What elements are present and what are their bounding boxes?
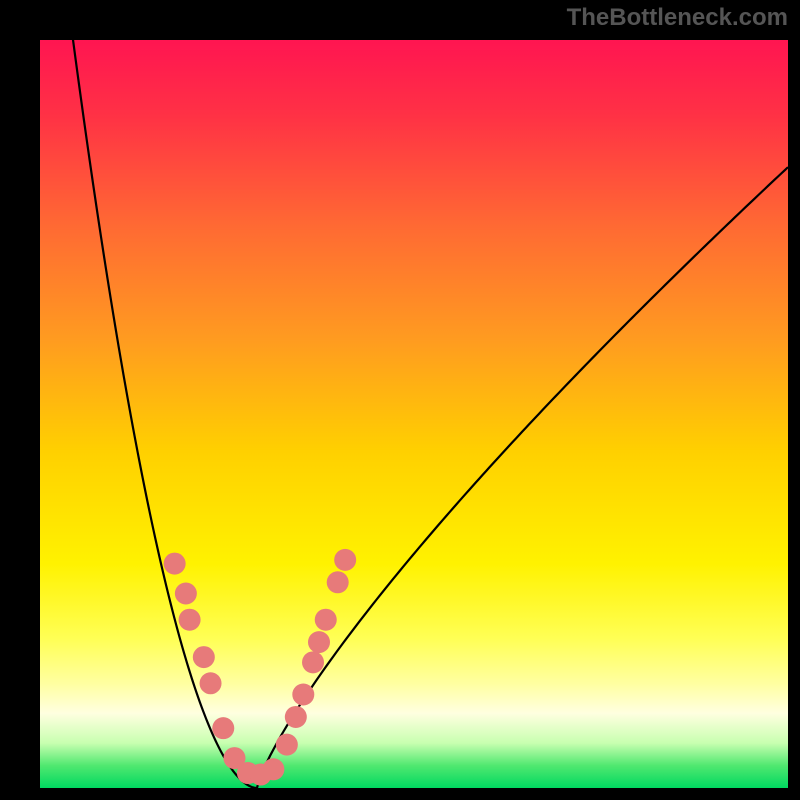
data-marker (308, 631, 330, 653)
data-marker (200, 672, 222, 694)
chart-container: TheBottleneck.com (0, 0, 800, 800)
data-marker (175, 583, 197, 605)
data-marker (292, 684, 314, 706)
data-marker (327, 571, 349, 593)
bottleneck-curve (66, 40, 788, 788)
data-marker (212, 717, 234, 739)
data-marker (164, 553, 186, 575)
marker-group (164, 549, 357, 786)
data-marker (302, 651, 324, 673)
data-marker (285, 706, 307, 728)
curve-overlay (40, 40, 788, 788)
data-marker (193, 646, 215, 668)
data-marker (262, 758, 284, 780)
data-marker (276, 734, 298, 756)
watermark-text: TheBottleneck.com (567, 4, 788, 32)
data-marker (315, 609, 337, 631)
data-marker (179, 609, 201, 631)
plot-area (40, 40, 788, 788)
data-marker (334, 549, 356, 571)
